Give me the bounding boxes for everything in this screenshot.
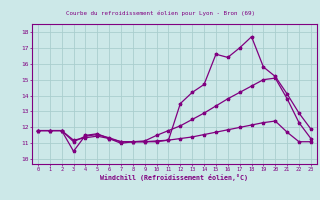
- X-axis label: Windchill (Refroidissement éolien,°C): Windchill (Refroidissement éolien,°C): [100, 174, 248, 181]
- Text: Courbe du refroidissement éolien pour Lyon - Bron (69): Courbe du refroidissement éolien pour Ly…: [66, 10, 254, 16]
